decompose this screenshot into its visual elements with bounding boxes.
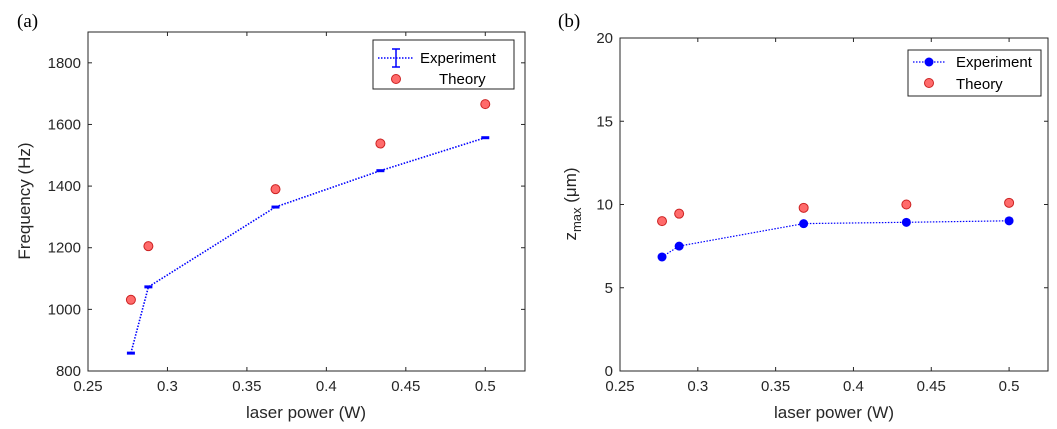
y-tick-label-b: 0 — [605, 363, 613, 380]
data-point-theory-a — [143, 241, 154, 252]
panel-label-b: (b) — [558, 11, 580, 32]
data-point-experiment-b — [901, 217, 911, 227]
legend-marker-theory-b — [924, 78, 934, 88]
y-tick-label-a: 1400 — [48, 178, 81, 195]
x-tick-label-a: 0.35 — [232, 378, 261, 395]
x-tick-label-a: 0.25 — [73, 378, 102, 395]
y-tick-label-a: 800 — [56, 363, 81, 380]
y-tick-label-a: 1800 — [48, 55, 81, 72]
data-point-theory-b — [1004, 197, 1015, 208]
y-tick-label-b: 10 — [596, 197, 613, 214]
legend-marker-experiment-b — [924, 57, 934, 67]
y-axis-label-b-unit: (μm) — [561, 167, 580, 207]
y-axis-label-a: Frequency (Hz) — [15, 142, 34, 259]
legend-label-theory-a: Theory — [439, 71, 486, 88]
legend-label-experiment-b: Experiment — [956, 54, 1033, 71]
legend-b: Experiment Theory — [907, 49, 1042, 97]
y-tick-label-b: 5 — [605, 280, 613, 297]
ticks-a — [87, 32, 525, 372]
legend-label-theory-b: Theory — [956, 76, 1003, 93]
y-axis-label-b: zmax (μm) — [561, 167, 584, 240]
series-line-a — [130, 136, 486, 354]
legend-a: Experiment Theory — [372, 39, 515, 90]
x-tick-label-b: 0.4 — [843, 378, 864, 395]
chart-b: (b) 0.25 0.3 0.35 0.4 0.45 0.5 0 5 10 15 20 laser… — [558, 11, 1049, 422]
data-point-theory-b — [901, 199, 912, 210]
x-tick-labels-a: 0.25 0.3 0.35 0.4 0.45 0.5 — [73, 378, 495, 395]
x-axis-label-b: laser power (W) — [774, 403, 894, 422]
data-point-theory-a — [480, 99, 491, 110]
y-tick-label-b: 15 — [596, 113, 613, 130]
x-tick-label-a: 0.5 — [475, 378, 496, 395]
data-point-theory-b — [657, 216, 668, 227]
chart-a: (a) 0.25 0.3 0.35 0.4 0.45 0.5 800 1000 1200 140… — [15, 11, 526, 422]
data-point-theory-b — [674, 208, 685, 219]
series-theory-a — [125, 99, 491, 305]
x-tick-label-b: 0.25 — [605, 378, 634, 395]
series-line-b — [661, 220, 1010, 258]
y-axis-label-b-main: z — [561, 232, 580, 241]
y-tick-label-b: 20 — [596, 30, 613, 47]
x-tick-label-b: 0.3 — [687, 378, 708, 395]
x-tick-label-b: 0.5 — [999, 378, 1020, 395]
x-axis-label-a: laser power (W) — [246, 403, 366, 422]
legend-label-experiment-a: Experiment — [420, 50, 497, 67]
series-theory-b — [657, 197, 1015, 227]
panel-label-a: (a) — [17, 11, 38, 32]
legend-marker-theory-a — [391, 74, 401, 84]
x-tick-label-b: 0.45 — [917, 378, 946, 395]
y-tick-label-a: 1600 — [48, 116, 81, 133]
y-axis-label-b-sub: max — [569, 207, 584, 232]
data-point-theory-a — [375, 138, 386, 149]
x-tick-label-a: 0.45 — [391, 378, 420, 395]
y-tick-label-a: 1200 — [48, 240, 81, 257]
ticks-b — [619, 37, 1048, 372]
data-point-experiment-b — [674, 241, 684, 251]
data-point-theory-a — [125, 294, 136, 305]
y-tick-label-a: 1000 — [48, 301, 81, 318]
series-experiment-b — [657, 216, 1014, 262]
y-tick-labels-b: 0 5 10 15 20 — [596, 30, 613, 380]
data-point-experiment-b — [1004, 216, 1014, 226]
data-point-theory-a — [270, 184, 281, 195]
data-point-experiment-b — [799, 219, 809, 229]
data-point-experiment-b — [657, 252, 667, 262]
series-experiment-a — [126, 136, 490, 355]
x-tick-labels-b: 0.25 0.3 0.35 0.4 0.45 0.5 — [605, 378, 1019, 395]
y-tick-labels-a: 800 1000 1200 1400 1600 1800 — [48, 55, 81, 380]
x-tick-label-a: 0.4 — [316, 378, 337, 395]
data-point-theory-b — [798, 202, 809, 213]
x-tick-label-a: 0.3 — [157, 378, 178, 395]
x-tick-label-b: 0.35 — [761, 378, 790, 395]
